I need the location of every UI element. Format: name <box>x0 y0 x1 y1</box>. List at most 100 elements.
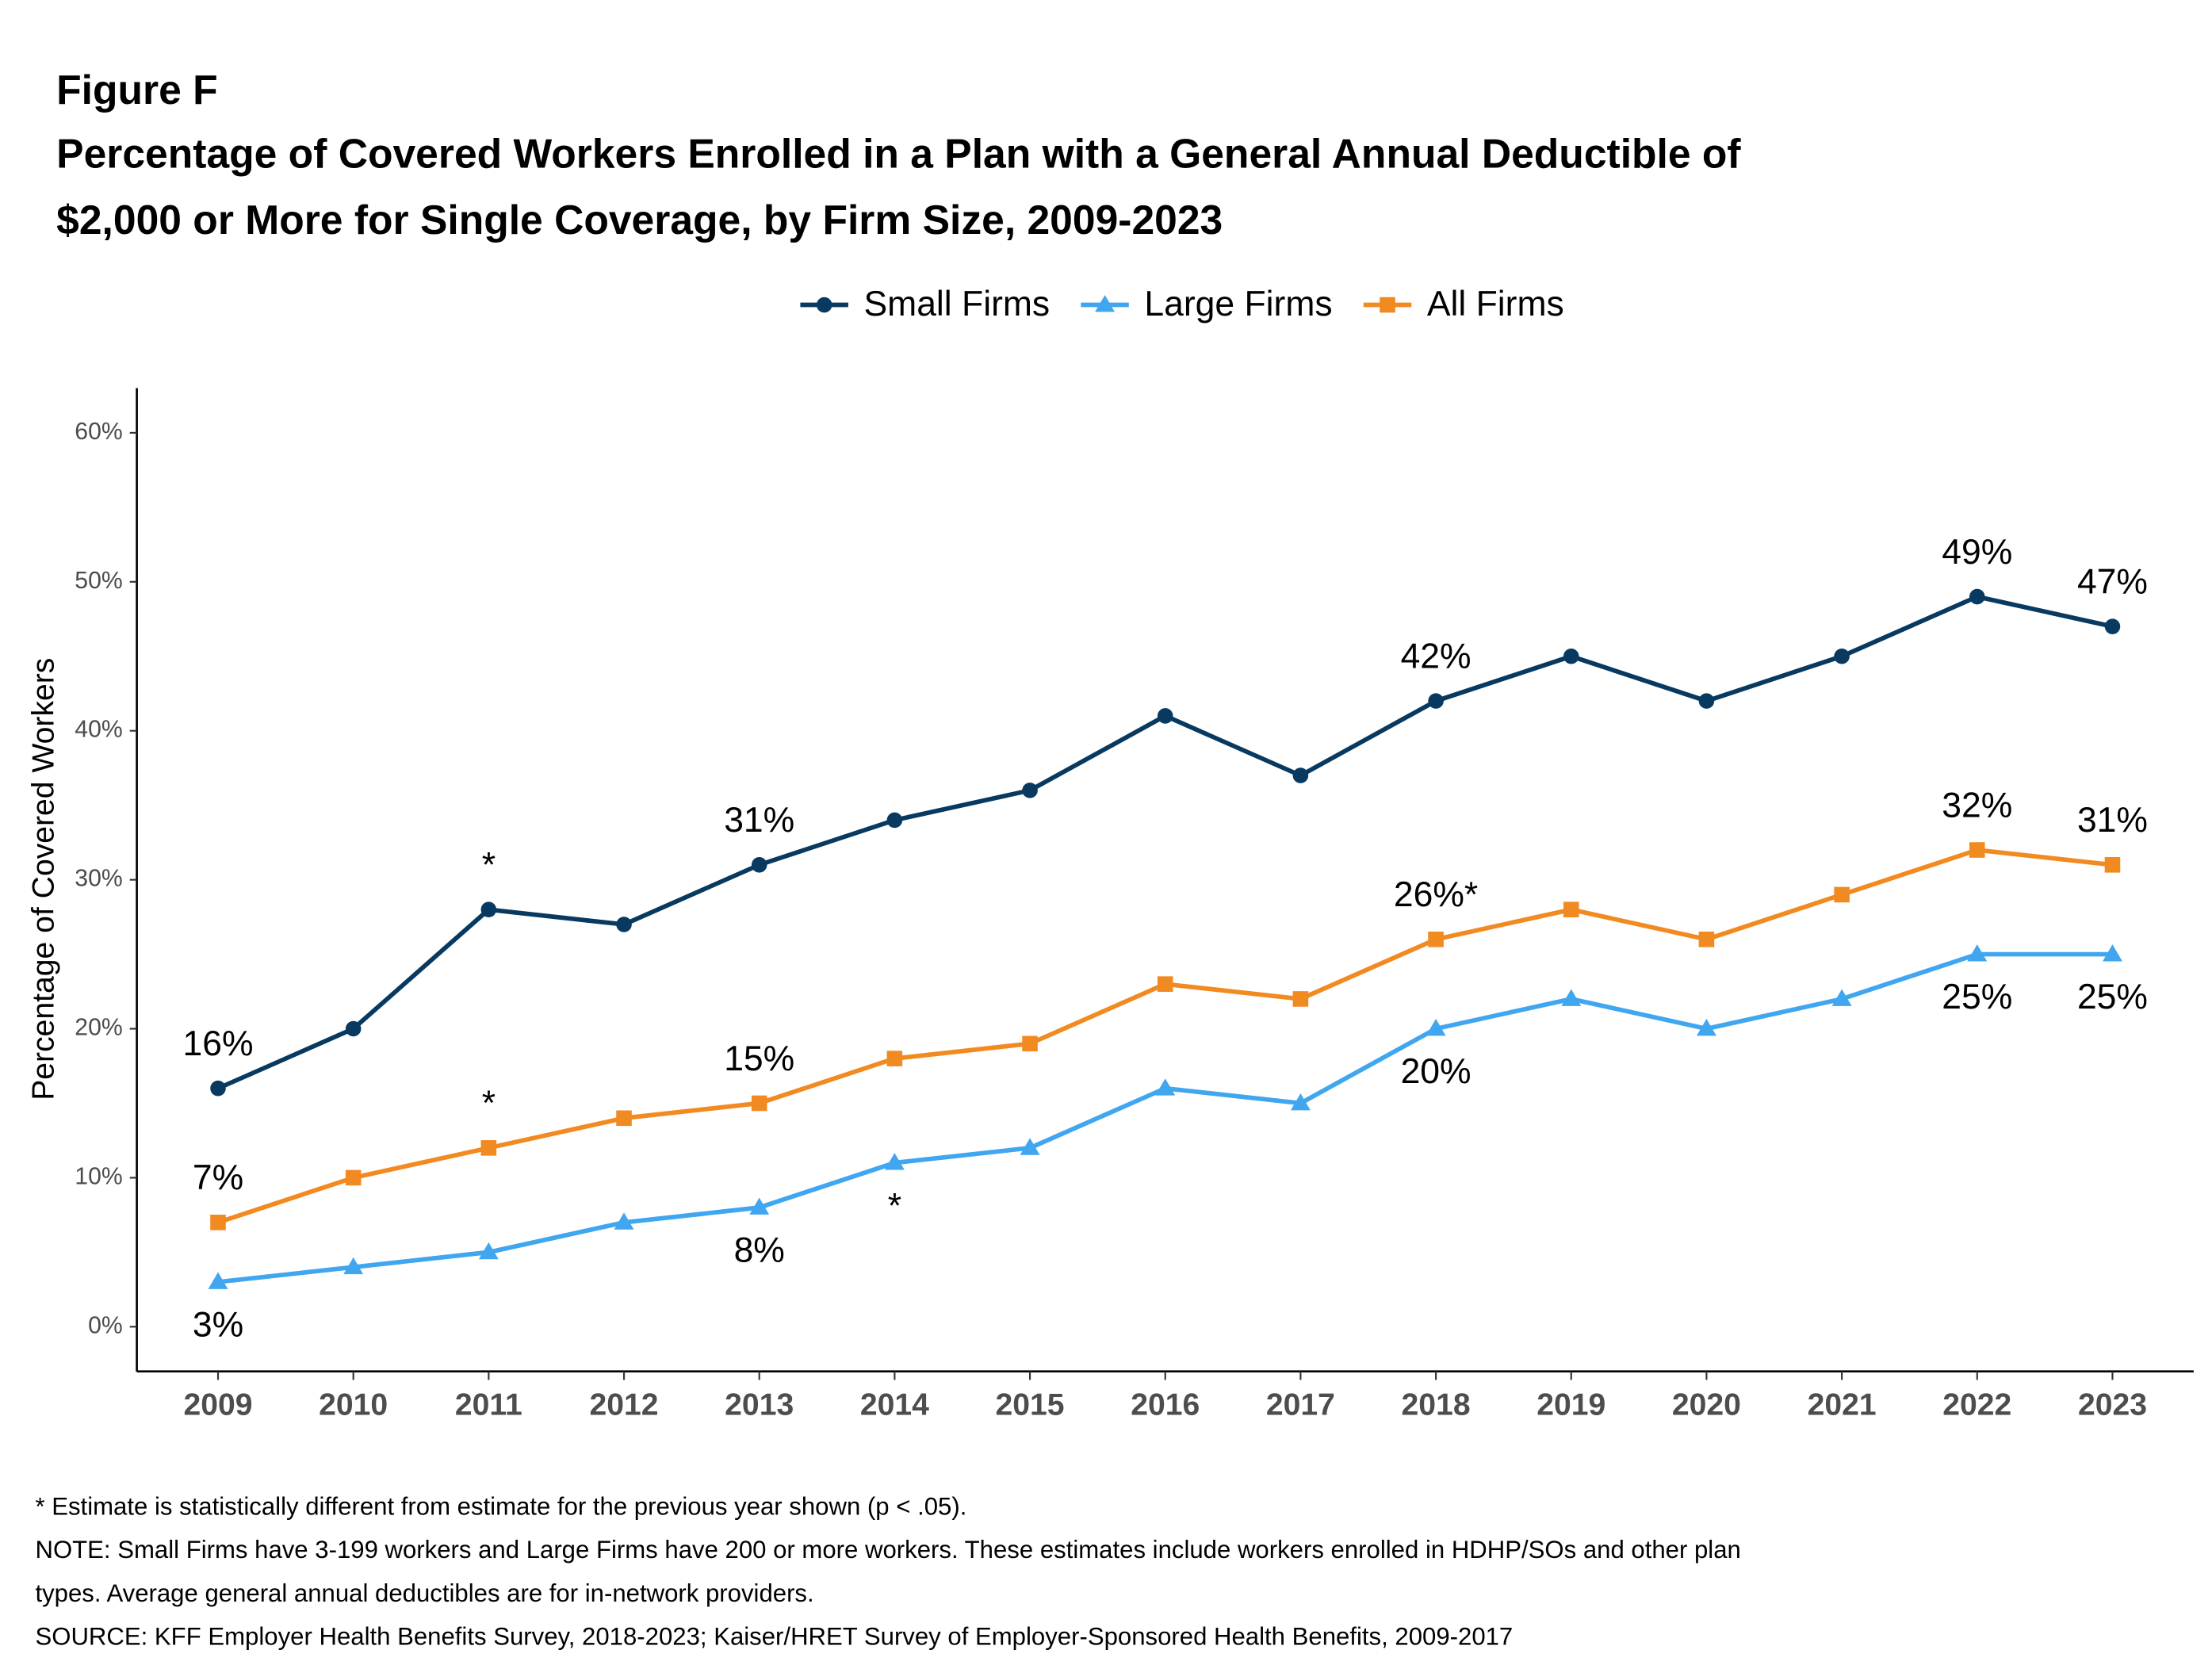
marker <box>1428 931 1444 947</box>
marker <box>480 901 497 917</box>
footnote: types. Average general annual deductible… <box>35 1579 813 1607</box>
value-label: * <box>888 1186 901 1225</box>
marker <box>2104 857 2121 873</box>
marker <box>1426 1019 1446 1036</box>
marker <box>1969 588 1985 605</box>
marker <box>749 1197 770 1215</box>
value-label: 32% <box>1942 786 2012 825</box>
y-tick-label: 10% <box>75 1163 123 1189</box>
marker <box>1290 1093 1311 1111</box>
marker <box>614 1212 634 1230</box>
x-tick-label: 2015 <box>996 1388 1065 1422</box>
series-line <box>217 848 2113 1225</box>
series-line <box>217 951 2113 1284</box>
marker <box>616 917 632 932</box>
marker <box>1157 976 1173 992</box>
value-label: 49% <box>1942 533 2012 572</box>
marker <box>1698 693 1715 709</box>
marker <box>751 857 767 873</box>
marker <box>1834 648 1850 664</box>
marker <box>210 1080 226 1097</box>
x-tick-label: 2010 <box>319 1388 388 1422</box>
y-tick-label: 0% <box>88 1312 123 1338</box>
legend-label: All Firms <box>1427 285 1564 323</box>
marker <box>751 1095 767 1112</box>
value-label: 31% <box>2077 801 2148 840</box>
marker <box>886 1051 903 1066</box>
marker <box>480 1140 497 1156</box>
x-tick-label: 2019 <box>1537 1388 1605 1422</box>
marker <box>1834 886 1850 903</box>
y-tick-label: 40% <box>75 717 123 743</box>
x-tick-label: 2023 <box>2078 1388 2147 1422</box>
marker <box>1563 648 1579 664</box>
value-label: 16% <box>182 1024 253 1063</box>
marker <box>1969 842 1985 858</box>
marker <box>1292 767 1309 783</box>
legend-label: Large Firms <box>1144 285 1332 323</box>
marker <box>1563 901 1579 917</box>
value-label: 31% <box>724 801 794 840</box>
marker <box>478 1242 499 1260</box>
chart-title: Percentage of Covered Workers Enrolled i… <box>56 130 1741 176</box>
marker <box>2103 944 2122 962</box>
marker <box>343 1257 364 1275</box>
x-tick-label: 2017 <box>1266 1388 1335 1422</box>
marker <box>886 812 903 829</box>
marker <box>345 1169 362 1186</box>
series-line <box>216 594 2114 1091</box>
marker <box>1020 1138 1040 1155</box>
footnote: NOTE: Small Firms have 3-199 workers and… <box>35 1536 1740 1564</box>
value-label: 8% <box>734 1231 785 1270</box>
x-tick-label: 2021 <box>1808 1388 1877 1422</box>
value-label: 42% <box>1401 637 1471 676</box>
y-axis-label: Percentage of Covered Workers <box>26 658 60 1100</box>
marker <box>1022 783 1038 798</box>
marker <box>345 1020 362 1037</box>
marker <box>1157 708 1173 724</box>
value-label: 20% <box>1401 1052 1471 1091</box>
legend: Small Firms Large Firms All Firms <box>800 285 1564 323</box>
x-tick-label: 2009 <box>183 1388 252 1422</box>
value-label: 15% <box>724 1039 794 1078</box>
value-label: 7% <box>193 1158 243 1197</box>
y-tick-label: 60% <box>75 419 123 445</box>
footnote: SOURCE: KFF Employer Health Benefits Sur… <box>35 1622 1513 1650</box>
marker <box>1022 1035 1038 1052</box>
marker <box>1561 989 1582 1006</box>
x-tick-label: 2011 <box>455 1388 522 1422</box>
marker <box>1095 295 1116 312</box>
x-tick-label: 2020 <box>1672 1388 1741 1422</box>
marker <box>2104 618 2121 634</box>
y-tick-label: 20% <box>75 1015 123 1041</box>
marker <box>1967 944 1988 962</box>
marker <box>1428 693 1444 709</box>
chart-title: $2,000 or More for Single Coverage, by F… <box>56 197 1223 243</box>
value-label: 47% <box>2077 563 2148 602</box>
x-tick-label: 2016 <box>1131 1388 1200 1422</box>
x-tick-label: 2013 <box>725 1388 794 1422</box>
footnote: * Estimate is statistically different fr… <box>35 1493 966 1521</box>
value-label: 25% <box>2077 978 2148 1016</box>
marker <box>1831 989 1852 1006</box>
x-tick-label: 2022 <box>1942 1388 2011 1422</box>
x-tick-label: 2018 <box>1402 1388 1471 1422</box>
marker <box>1292 991 1309 1007</box>
marker <box>210 1215 226 1231</box>
footnotes: * Estimate is statistically different fr… <box>35 1493 1740 1651</box>
legend-label: Small Firms <box>863 285 1050 323</box>
marker <box>208 1272 228 1289</box>
y-tick-label: 30% <box>75 866 123 892</box>
x-tick-label: 2012 <box>590 1388 659 1422</box>
marker <box>1380 297 1395 313</box>
x-tick-label: 2014 <box>860 1388 929 1422</box>
y-tick-label: 50% <box>75 568 123 594</box>
value-label: 25% <box>1942 978 2012 1016</box>
figure-label: Figure F <box>56 67 218 113</box>
marker <box>816 297 832 313</box>
marker <box>884 1153 905 1170</box>
value-label: 3% <box>193 1306 243 1345</box>
value-label: * <box>482 1084 496 1123</box>
